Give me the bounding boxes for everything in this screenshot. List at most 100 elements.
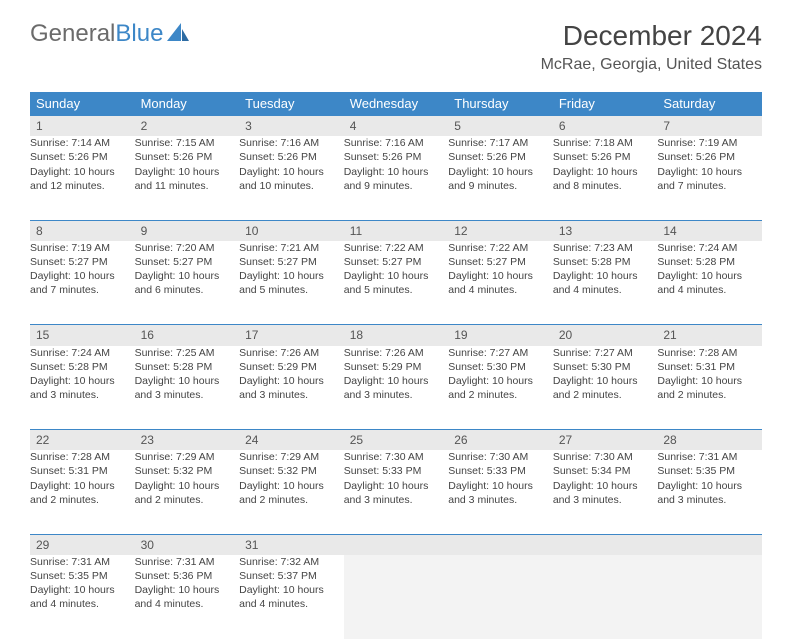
day-cell: Sunrise: 7:22 AMSunset: 5:27 PMDaylight:… [344,241,449,325]
sunrise-line: Sunrise: 7:20 AM [135,241,240,255]
daylight-line: Daylight: 10 hours and 2 minutes. [553,374,658,402]
sunrise-line: Sunrise: 7:16 AM [239,136,344,150]
sunset-line: Sunset: 5:28 PM [135,360,240,374]
daylight-line: Daylight: 10 hours and 3 minutes. [30,374,135,402]
sunrise-line: Sunrise: 7:19 AM [30,241,135,255]
day-number: 21 [657,325,762,346]
day-cell: Sunrise: 7:22 AMSunset: 5:27 PMDaylight:… [448,241,553,325]
day-number [657,534,762,555]
daylight-line: Daylight: 10 hours and 7 minutes. [30,269,135,297]
day-number: 26 [448,430,553,451]
daylight-line: Daylight: 10 hours and 11 minutes. [135,165,240,193]
daylight-line: Daylight: 10 hours and 2 minutes. [448,374,553,402]
logo: GeneralBlue [30,20,189,48]
location: McRae, Georgia, United States [541,56,762,74]
day-cell: Sunrise: 7:28 AMSunset: 5:31 PMDaylight:… [30,450,135,534]
day-cell: Sunrise: 7:16 AMSunset: 5:26 PMDaylight:… [239,136,344,220]
sunrise-line: Sunrise: 7:31 AM [30,555,135,569]
day-header: Wednesday [344,92,449,116]
day-cell: Sunrise: 7:29 AMSunset: 5:32 PMDaylight:… [239,450,344,534]
day-cell: Sunrise: 7:29 AMSunset: 5:32 PMDaylight:… [135,450,240,534]
daynum-row: 1234567 [30,116,762,137]
sunset-line: Sunset: 5:26 PM [448,150,553,164]
day-number: 30 [135,534,240,555]
content-row: Sunrise: 7:28 AMSunset: 5:31 PMDaylight:… [30,450,762,534]
sunrise-line: Sunrise: 7:21 AM [239,241,344,255]
day-cell: Sunrise: 7:30 AMSunset: 5:33 PMDaylight:… [448,450,553,534]
day-number: 15 [30,325,135,346]
daynum-row: 891011121314 [30,220,762,241]
day-number: 7 [657,116,762,137]
sunrise-line: Sunrise: 7:28 AM [30,450,135,464]
day-cell: Sunrise: 7:19 AMSunset: 5:26 PMDaylight:… [657,136,762,220]
day-number: 23 [135,430,240,451]
day-cell: Sunrise: 7:24 AMSunset: 5:28 PMDaylight:… [30,346,135,430]
sunrise-line: Sunrise: 7:32 AM [239,555,344,569]
day-number: 3 [239,116,344,137]
sunrise-line: Sunrise: 7:27 AM [448,346,553,360]
day-number: 1 [30,116,135,137]
sunset-line: Sunset: 5:36 PM [135,569,240,583]
logo-sail-icon [167,20,189,48]
content-row: Sunrise: 7:31 AMSunset: 5:35 PMDaylight:… [30,555,762,639]
day-cell [448,555,553,639]
daylight-line: Daylight: 10 hours and 3 minutes. [344,479,449,507]
daylight-line: Daylight: 10 hours and 5 minutes. [239,269,344,297]
day-header: Sunday [30,92,135,116]
sunset-line: Sunset: 5:26 PM [344,150,449,164]
sunrise-line: Sunrise: 7:18 AM [553,136,658,150]
calendar-table: SundayMondayTuesdayWednesdayThursdayFrid… [30,92,762,639]
sunset-line: Sunset: 5:35 PM [657,464,762,478]
daylight-line: Daylight: 10 hours and 3 minutes. [657,479,762,507]
day-number [553,534,658,555]
daylight-line: Daylight: 10 hours and 4 minutes. [239,583,344,611]
day-number: 4 [344,116,449,137]
day-number: 31 [239,534,344,555]
title-block: December 2024 McRae, Georgia, United Sta… [541,20,762,74]
day-number [344,534,449,555]
daylight-line: Daylight: 10 hours and 3 minutes. [448,479,553,507]
content-row: Sunrise: 7:19 AMSunset: 5:27 PMDaylight:… [30,241,762,325]
sunrise-line: Sunrise: 7:17 AM [448,136,553,150]
day-cell [657,555,762,639]
day-cell: Sunrise: 7:24 AMSunset: 5:28 PMDaylight:… [657,241,762,325]
day-number: 12 [448,220,553,241]
sunrise-line: Sunrise: 7:19 AM [657,136,762,150]
day-number: 17 [239,325,344,346]
sunrise-line: Sunrise: 7:24 AM [30,346,135,360]
sunset-line: Sunset: 5:33 PM [344,464,449,478]
day-cell: Sunrise: 7:28 AMSunset: 5:31 PMDaylight:… [657,346,762,430]
sunset-line: Sunset: 5:28 PM [30,360,135,374]
sunset-line: Sunset: 5:32 PM [135,464,240,478]
day-number: 24 [239,430,344,451]
sunset-line: Sunset: 5:27 PM [448,255,553,269]
day-number: 10 [239,220,344,241]
day-number: 5 [448,116,553,137]
daylight-line: Daylight: 10 hours and 12 minutes. [30,165,135,193]
daylight-line: Daylight: 10 hours and 8 minutes. [553,165,658,193]
sunset-line: Sunset: 5:27 PM [30,255,135,269]
day-cell [553,555,658,639]
sunrise-line: Sunrise: 7:25 AM [135,346,240,360]
day-header: Friday [553,92,658,116]
calendar-body: 1234567Sunrise: 7:14 AMSunset: 5:26 PMDa… [30,116,762,639]
sunset-line: Sunset: 5:26 PM [657,150,762,164]
sunset-line: Sunset: 5:26 PM [135,150,240,164]
daylight-line: Daylight: 10 hours and 10 minutes. [239,165,344,193]
logo-text-blue: Blue [115,20,163,48]
day-cell: Sunrise: 7:31 AMSunset: 5:35 PMDaylight:… [30,555,135,639]
day-cell: Sunrise: 7:25 AMSunset: 5:28 PMDaylight:… [135,346,240,430]
sunrise-line: Sunrise: 7:26 AM [344,346,449,360]
daylight-line: Daylight: 10 hours and 3 minutes. [135,374,240,402]
day-header-row: SundayMondayTuesdayWednesdayThursdayFrid… [30,92,762,116]
day-number: 9 [135,220,240,241]
sunset-line: Sunset: 5:33 PM [448,464,553,478]
day-cell: Sunrise: 7:32 AMSunset: 5:37 PMDaylight:… [239,555,344,639]
day-cell: Sunrise: 7:16 AMSunset: 5:26 PMDaylight:… [344,136,449,220]
sunrise-line: Sunrise: 7:29 AM [239,450,344,464]
daylight-line: Daylight: 10 hours and 4 minutes. [135,583,240,611]
sunrise-line: Sunrise: 7:31 AM [135,555,240,569]
daylight-line: Daylight: 10 hours and 6 minutes. [135,269,240,297]
day-header: Monday [135,92,240,116]
sunset-line: Sunset: 5:30 PM [553,360,658,374]
